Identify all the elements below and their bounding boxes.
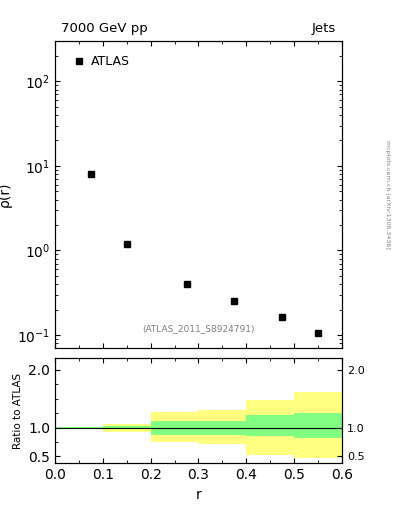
X-axis label: r: r [196, 488, 201, 502]
Legend: ATLAS: ATLAS [70, 50, 135, 73]
Text: Jets: Jets [312, 22, 336, 35]
Text: (ATLAS_2011_S8924791): (ATLAS_2011_S8924791) [142, 324, 255, 333]
Y-axis label: Ratio to ATLAS: Ratio to ATLAS [13, 373, 23, 449]
Text: 7000 GeV pp: 7000 GeV pp [61, 22, 147, 35]
Text: mcplots.cern.ch [arXiv:1306.3436]: mcplots.cern.ch [arXiv:1306.3436] [385, 140, 390, 249]
Y-axis label: ρ(r): ρ(r) [0, 182, 11, 207]
